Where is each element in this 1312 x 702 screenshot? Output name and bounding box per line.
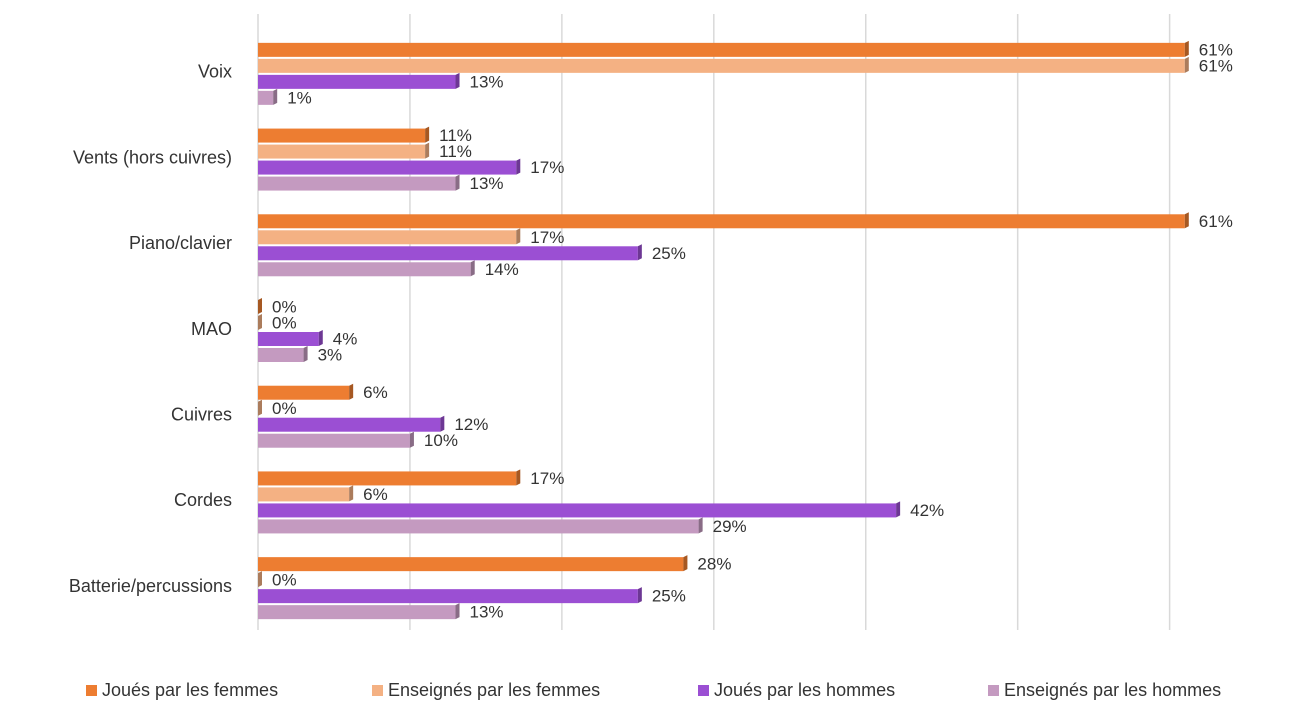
bar [258,605,456,620]
value-label: 0% [272,297,297,316]
legend-label: Enseignés par les femmes [388,680,600,700]
bar-side [349,383,354,400]
bar [258,503,897,518]
value-label: 11% [439,126,472,145]
category-label: Cuivres [171,404,232,424]
bar-side [1184,40,1189,57]
value-label: 25% [652,587,686,606]
value-label: 61% [1199,56,1233,75]
bar-side [455,174,460,191]
value-label: 42% [910,501,944,520]
value-label: 17% [530,228,564,247]
bar-side [455,72,460,89]
bar [258,128,426,143]
category-label: Piano/clavier [129,233,232,253]
value-label: 61% [1199,40,1233,59]
value-label: 13% [470,174,504,193]
category-label: Voix [198,62,232,82]
category-label: Vents (hors cuivres) [73,147,232,167]
bar [258,471,517,486]
bar-side [698,517,703,534]
value-label: 3% [318,345,343,364]
value-label: 61% [1199,212,1233,231]
bar-side [258,298,262,314]
bar-side [303,346,308,362]
bar-side [440,415,445,432]
legend-swatch [988,685,999,696]
bar-side [1184,56,1189,73]
value-label: 17% [530,469,564,488]
bar [258,214,1185,229]
category-label: MAO [191,319,232,339]
value-label: 12% [454,415,488,434]
bar [258,42,1185,57]
bar [258,246,638,261]
legend-label: Joués par les hommes [714,680,895,700]
value-label: 13% [470,603,504,622]
bar [258,144,426,159]
value-label: 14% [485,260,519,279]
bar [258,385,350,400]
value-label: 0% [272,313,297,332]
bar-side [258,571,262,588]
value-label: 6% [363,485,388,504]
bar-side [516,158,521,175]
bar-side [349,485,354,502]
bar [258,332,319,346]
value-label: 6% [363,383,388,402]
legend-label: Enseignés par les hommes [1004,680,1221,700]
value-label: 0% [272,571,297,590]
bar [258,417,441,432]
legend-swatch [698,685,709,696]
bar-side [637,587,642,604]
bar-side [470,260,475,277]
value-label: 17% [530,158,564,177]
bar [258,176,456,191]
value-label: 28% [697,555,731,574]
bar [258,557,684,572]
bar [258,160,517,175]
bar [258,90,274,105]
bar [258,487,350,502]
bar [258,262,471,277]
bar-side [409,431,414,448]
legend-label: Joués par les femmes [102,680,278,700]
bar-side [455,603,460,620]
bar-side [1184,212,1189,229]
bar [258,230,517,245]
value-label: 25% [652,244,686,263]
value-label: 4% [333,329,358,348]
bar-side [683,555,688,572]
value-label: 10% [424,431,458,450]
bar [258,589,638,604]
legend-swatch [372,685,383,696]
bar-side [637,244,642,261]
bar-side [425,126,430,143]
bar [258,348,304,362]
value-label: 0% [272,399,297,418]
bar-side [516,469,521,486]
category-label: Cordes [174,490,232,510]
category-label: Batterie/percussions [69,576,232,596]
value-label: 13% [470,72,504,91]
value-label: 29% [713,517,747,536]
bar-side [896,501,901,518]
bar-side [516,228,521,245]
bar-side [425,142,430,159]
legend-swatch [86,685,97,696]
bar [258,433,410,448]
bar-side [258,399,262,416]
bar [258,58,1185,73]
value-label: 11% [439,142,472,161]
bar-side [273,88,278,105]
bar [258,519,699,534]
value-label: 1% [287,88,312,107]
bar-side [258,314,262,330]
bar [258,74,456,89]
bar-side [318,330,323,346]
